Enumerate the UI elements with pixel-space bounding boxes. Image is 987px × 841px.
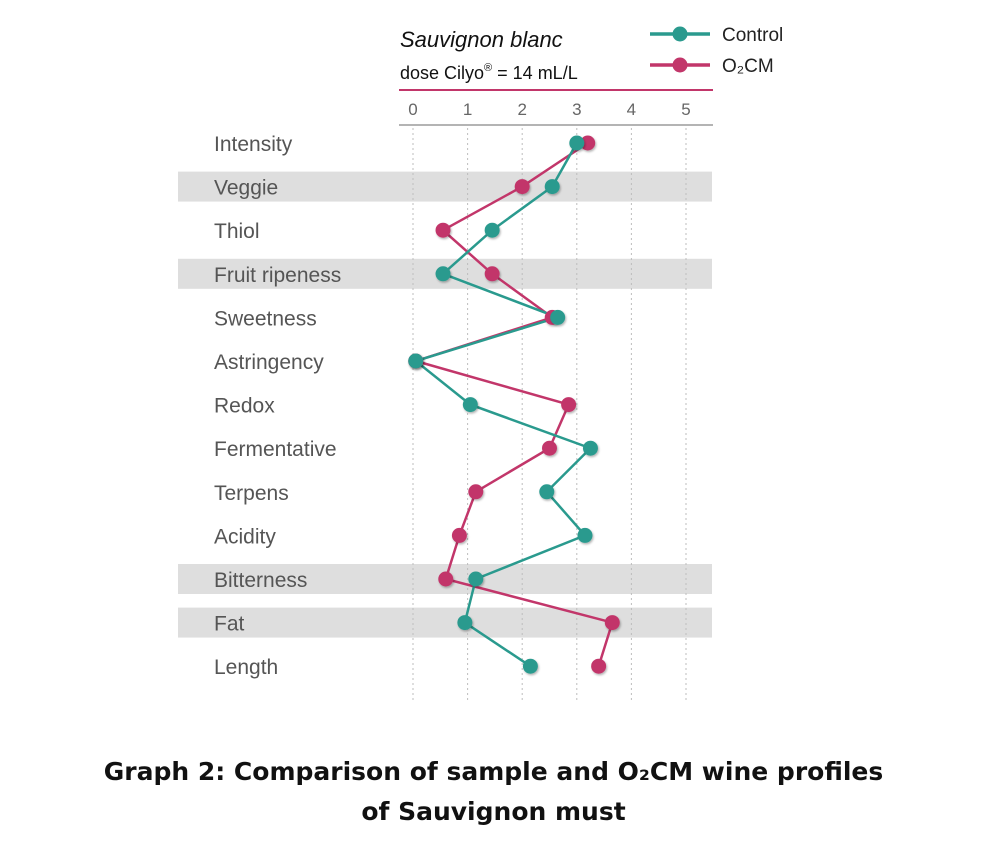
category-label: Thiol bbox=[214, 220, 260, 243]
data-point bbox=[435, 222, 451, 238]
legend-label: Control bbox=[722, 25, 783, 46]
data-point bbox=[451, 527, 467, 543]
data-point bbox=[550, 309, 566, 325]
x-tick-label: 0 bbox=[408, 100, 417, 119]
data-point bbox=[438, 571, 454, 587]
category-labels: Intensity Veggie Thiol Fruit ripeness Sweetn… bbox=[214, 133, 341, 679]
legend-swatch-dot bbox=[672, 26, 688, 42]
chart-subtitle: dose Cilyo® = 14 mL/L bbox=[400, 62, 578, 83]
data-point bbox=[468, 571, 484, 587]
data-point bbox=[577, 527, 593, 543]
legend-label: O₂CM bbox=[722, 56, 774, 77]
data-point bbox=[569, 135, 585, 151]
series-lines bbox=[408, 135, 620, 674]
legend-swatch-dot bbox=[672, 57, 688, 73]
data-point bbox=[522, 658, 538, 674]
category-label: Fruit ripeness bbox=[214, 264, 341, 287]
profile-chart: Sauvignon blanc dose Cilyo® = 14 mL/L 0 1… bbox=[178, 25, 783, 700]
x-tick-label: 4 bbox=[627, 100, 636, 119]
data-point bbox=[462, 397, 478, 413]
data-point bbox=[604, 615, 620, 631]
data-point bbox=[591, 658, 607, 674]
category-label: Veggie bbox=[214, 177, 278, 200]
category-label: Terpens bbox=[214, 482, 289, 505]
data-point bbox=[435, 266, 451, 282]
legend: Control O₂CM bbox=[650, 25, 783, 77]
x-tick-label: 5 bbox=[681, 100, 690, 119]
data-point bbox=[544, 179, 560, 195]
category-label: Length bbox=[214, 656, 278, 679]
data-point bbox=[561, 397, 577, 413]
figure-caption-line2: of Sauvignon must bbox=[361, 797, 626, 826]
category-label: Intensity bbox=[214, 133, 293, 156]
chart-title: Sauvignon blanc bbox=[400, 27, 563, 52]
x-tick-label: 2 bbox=[517, 100, 526, 119]
shaded-band bbox=[178, 171, 712, 202]
data-point bbox=[580, 135, 596, 151]
category-label: Fermentative bbox=[214, 438, 337, 461]
data-point bbox=[408, 353, 424, 369]
category-label: Sweetness bbox=[214, 307, 317, 330]
data-point bbox=[582, 440, 598, 456]
category-label: Redox bbox=[214, 395, 275, 418]
category-label: Bitterness bbox=[214, 569, 307, 592]
figure-caption-line1: Graph 2: Comparison of sample and O₂CM w… bbox=[103, 757, 884, 786]
data-point bbox=[539, 484, 555, 500]
category-label: Astringency bbox=[214, 351, 324, 374]
x-axis-ticks: 0 1 2 3 4 5 bbox=[408, 100, 690, 119]
shaded-band bbox=[178, 607, 712, 638]
category-label: Acidity bbox=[214, 525, 276, 548]
x-tick-label: 3 bbox=[572, 100, 581, 119]
data-point bbox=[514, 179, 530, 195]
data-point bbox=[484, 222, 500, 238]
category-label: Fat bbox=[214, 613, 245, 636]
data-point bbox=[457, 615, 473, 631]
gridlines bbox=[412, 128, 687, 700]
data-point bbox=[484, 266, 500, 282]
data-point bbox=[468, 484, 484, 500]
data-point bbox=[542, 440, 557, 456]
x-tick-label: 1 bbox=[463, 100, 472, 119]
